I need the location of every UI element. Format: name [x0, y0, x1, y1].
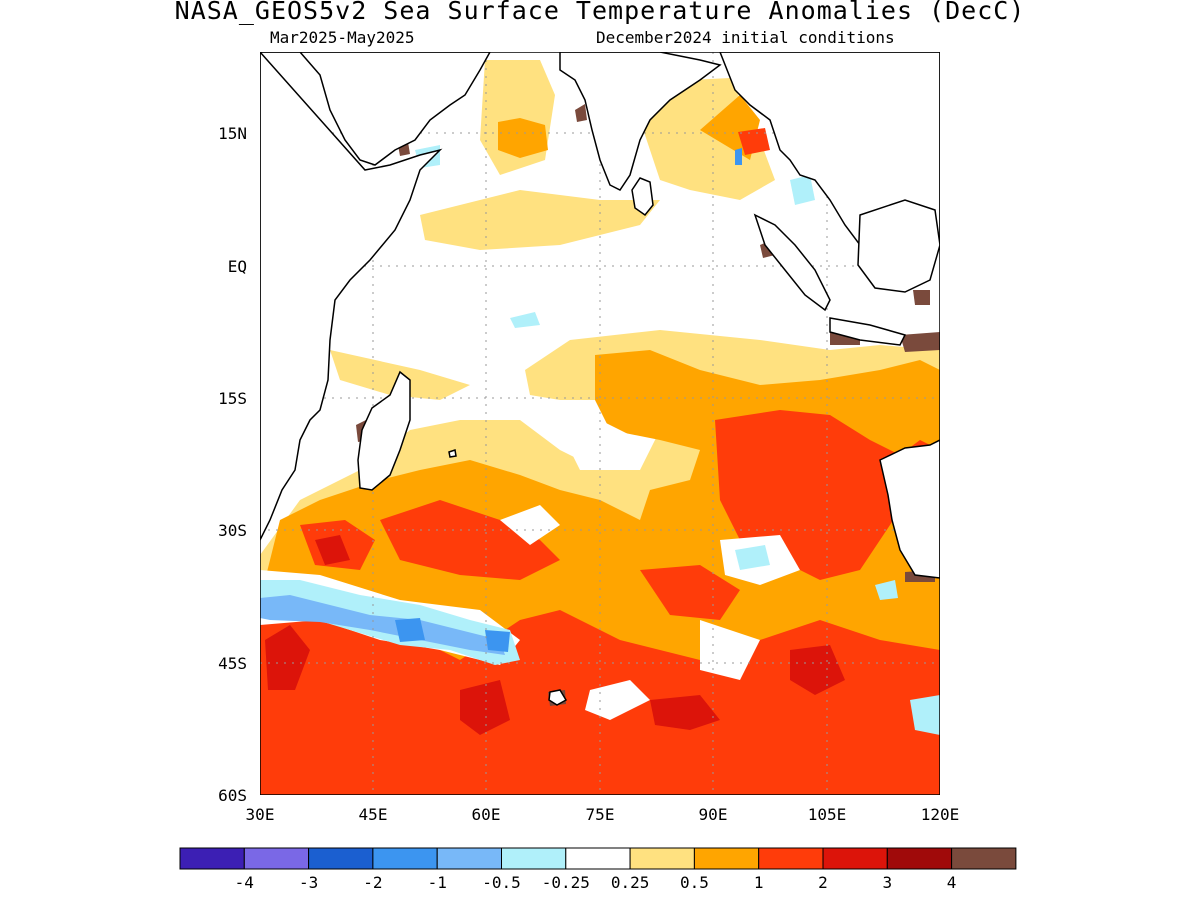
colorbar-label: 0.5 [680, 873, 709, 892]
colorbar-swatch [758, 847, 824, 870]
lat-tick-label: 15S [218, 389, 247, 408]
anomaly-field [260, 52, 940, 795]
lat-tick-label: 45S [218, 654, 247, 673]
colorbar-swatch [886, 847, 953, 870]
colorbar-swatch [308, 847, 374, 870]
colorbar-swatch [436, 847, 503, 870]
lon-tick-label: 120E [921, 805, 960, 824]
colorbar-label: -1 [428, 873, 447, 892]
anomaly-red [265, 535, 845, 735]
lon-tick-label: 105E [808, 805, 847, 824]
africa-arabia [260, 52, 491, 541]
colorbar-swatch [951, 847, 1017, 870]
colorbar-label: -0.5 [482, 873, 521, 892]
map-title: NASA_GEOS5v2 Sea Surface Temperature Ano… [174, 0, 1026, 25]
madagascar [357, 370, 411, 491]
australia [879, 439, 940, 579]
colorbar-swatch [372, 847, 438, 870]
colorbar-swatch [501, 847, 567, 870]
colorbar-swatch [693, 847, 760, 870]
colorbar-label: -4 [235, 873, 254, 892]
sri-lanka [631, 177, 654, 217]
latitude-axis: 15N EQ 15S 30S 45S 60S [218, 124, 247, 805]
colorbar-swatch [565, 847, 631, 870]
colorbar-swatch [629, 847, 695, 870]
java [829, 317, 907, 346]
lat-tick-label: 60S [218, 786, 247, 805]
forecast-period: Mar2025-May2025 [270, 28, 415, 47]
colorbar-label: 3 [882, 873, 892, 892]
colorbar-label: -0.25 [542, 873, 590, 892]
lon-tick-label: 60E [472, 805, 501, 824]
initial-conditions: December2024 initial conditions [596, 28, 895, 47]
colorbar-swatch [822, 847, 888, 870]
colorbar-label: -2 [363, 873, 382, 892]
longitude-axis: 30E 45E 60E 75E 90E 105E 120E [246, 805, 960, 824]
colorbar-label: 2 [818, 873, 828, 892]
land-masses [260, 52, 940, 706]
colorbar-label: 4 [947, 873, 957, 892]
colorbar: -4 -3 -2 -1 -0.5 -0.25 0.25 0.5 1 2 3 4 [179, 847, 1017, 892]
lat-tick-label: 30S [218, 521, 247, 540]
lon-tick-label: 75E [586, 805, 615, 824]
colorbar-label: 0.25 [611, 873, 650, 892]
lon-tick-label: 45E [359, 805, 388, 824]
kerguelen-island [548, 689, 568, 706]
india [559, 52, 722, 191]
lat-tick-label: 15N [218, 124, 247, 143]
sumatra [753, 213, 831, 312]
colorbar-swatch [243, 847, 310, 870]
mascarene-island [448, 449, 457, 458]
colorbar-label: 1 [754, 873, 764, 892]
colorbar-swatch [179, 847, 245, 870]
lat-tick-label: EQ [228, 257, 247, 276]
lon-tick-label: 90E [699, 805, 728, 824]
borneo [857, 199, 940, 293]
lon-tick-label: 30E [246, 805, 275, 824]
colorbar-label: -3 [299, 873, 318, 892]
